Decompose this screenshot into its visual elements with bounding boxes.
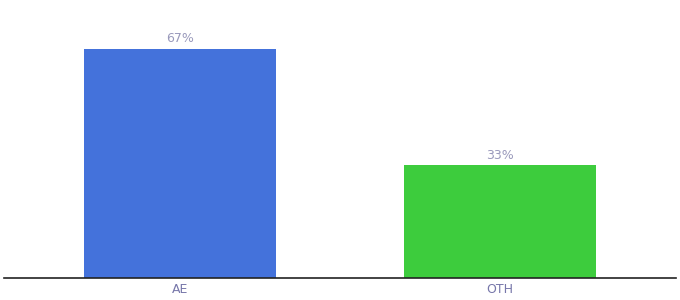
Text: 67%: 67% xyxy=(166,32,194,45)
Text: 33%: 33% xyxy=(486,148,514,162)
Bar xyxy=(404,165,596,278)
Bar xyxy=(84,49,276,278)
